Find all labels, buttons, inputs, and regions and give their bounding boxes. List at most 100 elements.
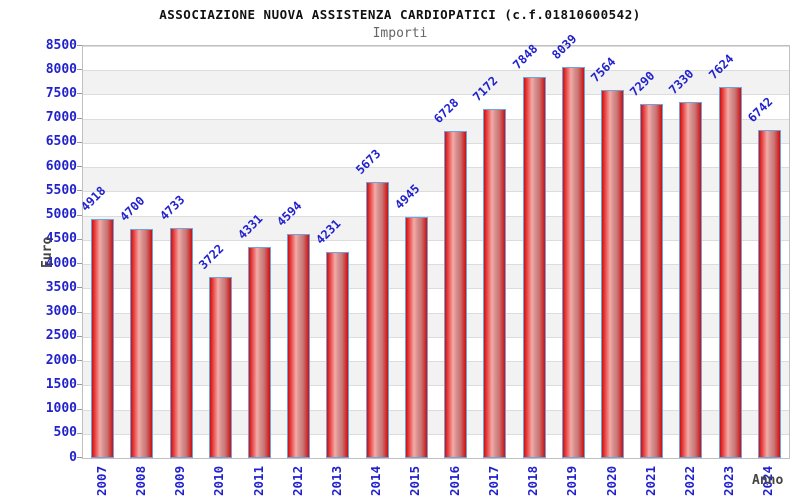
y-tick-label: 8000 — [45, 61, 77, 77]
y-tick-label: 2500 — [45, 328, 77, 344]
x-tick-label: 2012 — [289, 465, 305, 496]
bar — [522, 76, 546, 458]
gridline — [83, 167, 789, 169]
y-tick-label: 6000 — [45, 158, 77, 174]
bar — [365, 182, 389, 458]
x-tick-label: 2015 — [407, 465, 423, 496]
bar — [404, 217, 428, 458]
y-tick-label: 0 — [69, 449, 77, 465]
plot-band — [83, 264, 789, 289]
bar — [757, 130, 781, 458]
x-tick-label: 2014 — [368, 465, 384, 496]
bar — [601, 90, 624, 458]
gridline — [83, 361, 789, 363]
gridline — [83, 118, 789, 120]
y-tick-label: 7000 — [45, 110, 77, 126]
y-tick-mark — [77, 93, 82, 95]
y-tick-mark — [77, 190, 82, 192]
gridline — [83, 94, 789, 96]
y-tick-mark — [77, 384, 82, 386]
gridline — [83, 264, 789, 266]
plot-band — [83, 167, 789, 192]
x-tick-label: 2008 — [132, 465, 148, 496]
y-tick-mark — [77, 214, 82, 216]
bar — [679, 101, 703, 458]
bar — [444, 130, 468, 458]
y-tick-label: 4500 — [45, 231, 77, 247]
y-axis-label: Euro — [40, 236, 55, 268]
y-tick-mark — [77, 457, 82, 458]
x-tick-label: 2011 — [250, 465, 266, 496]
y-tick-label: 1500 — [45, 376, 77, 392]
y-tick-label: 5500 — [45, 182, 77, 198]
plot-area: 4918 4700 4733 3722 4331 4594 4231 5673 4945 6728… — [78, 32, 790, 459]
y-tick-label: 500 — [53, 425, 77, 441]
x-tick-label: 2009 — [172, 465, 188, 496]
plot-band — [83, 312, 789, 337]
x-tick-label: 2023 — [721, 465, 737, 496]
plot-band — [83, 215, 789, 240]
y-tick-label: 6500 — [45, 134, 77, 150]
y-tick-label: 3500 — [45, 279, 77, 295]
y-tick-mark — [77, 287, 82, 289]
x-tick-label: 2022 — [681, 465, 697, 496]
gridline — [83, 191, 789, 193]
y-tick-label: 3000 — [45, 304, 77, 320]
y-tick-mark — [77, 311, 82, 313]
gridline — [83, 385, 789, 387]
y-tick-mark — [77, 335, 82, 337]
gridline — [83, 336, 789, 338]
plot-band — [83, 118, 789, 143]
gridline — [83, 312, 789, 314]
bar — [208, 276, 232, 458]
chart-subtitle: Importi — [372, 26, 428, 41]
bar — [326, 251, 350, 458]
x-tick-label: 2019 — [564, 465, 580, 496]
gridline — [83, 409, 789, 411]
x-axis-label: Anno — [752, 473, 784, 488]
y-tick-mark — [77, 141, 82, 143]
y-tick-label: 5000 — [45, 207, 77, 223]
bar — [169, 227, 193, 458]
y-tick-mark — [77, 117, 82, 119]
bar — [483, 109, 507, 458]
bar — [91, 218, 115, 458]
bar — [130, 229, 154, 458]
bar — [718, 87, 742, 458]
y-tick-mark — [77, 360, 82, 362]
x-tick-label: 2021 — [642, 465, 658, 496]
y-tick-label: 2000 — [45, 352, 77, 368]
y-tick-label: 7500 — [45, 85, 77, 101]
y-tick-mark — [77, 238, 82, 240]
plot-band — [83, 70, 789, 95]
x-tick-label: 2007 — [93, 465, 109, 496]
plot-band — [83, 361, 789, 386]
y-tick-mark — [77, 408, 82, 410]
bar — [561, 67, 585, 458]
gridline — [83, 46, 789, 47]
x-tick-label: 2018 — [525, 465, 541, 496]
gridline — [83, 142, 789, 144]
gridline — [83, 70, 789, 72]
bar — [640, 103, 664, 458]
y-tick-mark — [77, 166, 82, 168]
y-tick-label: 4000 — [45, 255, 77, 271]
y-tick-mark — [77, 45, 82, 46]
bar — [248, 247, 271, 458]
y-tick-mark — [77, 263, 82, 265]
x-tick-label: 2016 — [446, 465, 462, 496]
y-tick-label: 1000 — [45, 401, 77, 417]
gridline — [83, 215, 789, 217]
plot-band — [83, 409, 789, 434]
chart-title: ASSOCIAZIONE NUOVA ASSISTENZA CARDIOPATI… — [159, 7, 641, 22]
y-tick-mark — [77, 432, 82, 434]
gridline — [83, 433, 789, 435]
x-tick-label: 2013 — [328, 465, 344, 496]
x-tick-label: 2017 — [485, 465, 501, 496]
x-tick-label: 2010 — [211, 465, 227, 496]
gridline — [83, 288, 789, 290]
x-tick-label: 2020 — [603, 465, 619, 496]
gridline — [83, 239, 789, 241]
y-tick-label: 8500 — [45, 37, 77, 53]
